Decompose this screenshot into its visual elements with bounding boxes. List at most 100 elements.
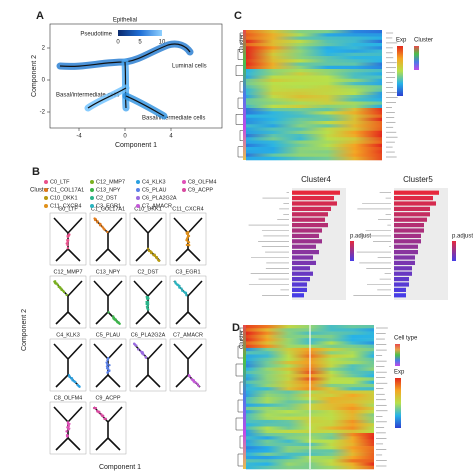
bar — [394, 282, 409, 287]
cell-point — [93, 217, 96, 220]
bar — [292, 287, 307, 292]
bar — [292, 266, 310, 271]
cell-point — [146, 305, 149, 308]
cell-point — [65, 434, 69, 437]
cell-point — [65, 430, 68, 433]
heatmap-row — [246, 130, 382, 135]
heatmap-row — [246, 78, 382, 83]
bar — [292, 196, 334, 201]
cell-point — [66, 239, 69, 243]
cell-point — [105, 365, 109, 368]
trajectory — [87, 87, 127, 109]
subplot-frame — [129, 275, 167, 329]
cell-point — [106, 230, 109, 234]
cell-point — [112, 317, 115, 320]
heatmap-row — [246, 52, 382, 57]
cell-point — [136, 348, 140, 351]
legend-title: Exp — [394, 370, 405, 376]
heatmap-row — [246, 121, 382, 125]
bar — [394, 250, 418, 255]
cell-point — [185, 238, 188, 242]
cell-point — [146, 247, 150, 251]
cell-point — [68, 422, 71, 426]
cluster-legend — [414, 46, 419, 70]
plot-frame — [394, 188, 448, 300]
cell-point — [66, 421, 70, 424]
heatmap-row — [246, 59, 382, 63]
bar — [292, 217, 325, 222]
cell-point — [78, 385, 81, 388]
subplot-title: C12_MMP7 — [53, 269, 82, 275]
legend-swatch — [44, 188, 48, 192]
heatmap-row — [246, 46, 382, 50]
bar — [292, 233, 319, 238]
cluster-strip — [243, 30, 246, 160]
subplot-frame — [89, 275, 127, 329]
subplot-frame — [49, 212, 87, 266]
cell-point — [74, 380, 77, 384]
heatmap-row — [246, 101, 382, 106]
cell-point — [150, 251, 153, 255]
cell-point — [106, 359, 109, 362]
cell-point — [92, 406, 96, 410]
bar — [394, 260, 415, 265]
cell-point — [178, 286, 181, 289]
legend-label: C4_KLK3 — [142, 179, 166, 185]
heatmap-row — [246, 69, 382, 73]
bar — [292, 212, 328, 217]
legend-swatch — [182, 188, 186, 192]
heatmap-row — [246, 91, 382, 96]
y-axis-label: Component 2 — [31, 55, 38, 97]
cell-point — [197, 384, 200, 388]
legend-swatch — [136, 180, 140, 184]
subplot-frame — [169, 338, 207, 392]
cell-point — [66, 241, 69, 245]
subplot-frame — [89, 401, 127, 455]
heatmap-row — [246, 134, 382, 138]
colorbar-tick-label: 5 — [138, 40, 142, 46]
cell-point — [108, 363, 111, 367]
legend-swatch — [90, 196, 94, 200]
cell-point — [146, 302, 150, 306]
cluster-strip — [243, 325, 246, 469]
heatmap-row — [246, 95, 382, 99]
subplot-frame — [89, 212, 127, 266]
cell-point — [146, 295, 149, 299]
cell-point — [107, 311, 110, 314]
celltype-legend — [395, 344, 400, 366]
cell-point — [96, 409, 99, 413]
bar — [292, 239, 322, 244]
subplot-title: C6_PLA2G2A — [131, 332, 166, 338]
legend-swatch — [44, 196, 48, 200]
cell-point — [155, 256, 158, 259]
heatmap-row — [246, 153, 382, 158]
subplot-title: C3_EGR1 — [175, 269, 200, 275]
legend-swatch — [90, 204, 94, 208]
annotation: Basal/intermediate cells — [142, 116, 205, 122]
cell-point — [62, 289, 65, 293]
cell-point — [76, 384, 80, 387]
bar — [292, 293, 304, 298]
cell-point — [108, 369, 111, 372]
subplot-frame — [169, 212, 207, 266]
bar — [292, 250, 319, 255]
subplot-frame — [129, 338, 167, 392]
heatmap-row — [246, 43, 382, 47]
heatmap-row — [246, 82, 382, 86]
y-tick-label: 2 — [42, 46, 46, 52]
panel-label: B — [32, 166, 40, 178]
cell-point — [176, 283, 180, 287]
panel-label: A — [36, 10, 44, 22]
subplot-frame — [49, 338, 87, 392]
bar — [394, 277, 409, 282]
legend-swatch — [44, 180, 48, 184]
bar — [394, 244, 418, 249]
heatmap-row — [246, 65, 382, 70]
bar — [394, 196, 433, 201]
cell-point — [100, 413, 103, 416]
cell-point — [144, 356, 148, 359]
bar — [292, 271, 313, 276]
legend-label: C11_CXCR4 — [50, 203, 81, 209]
cell-point — [174, 282, 178, 285]
subplot-title: C13_NPY — [96, 269, 121, 275]
